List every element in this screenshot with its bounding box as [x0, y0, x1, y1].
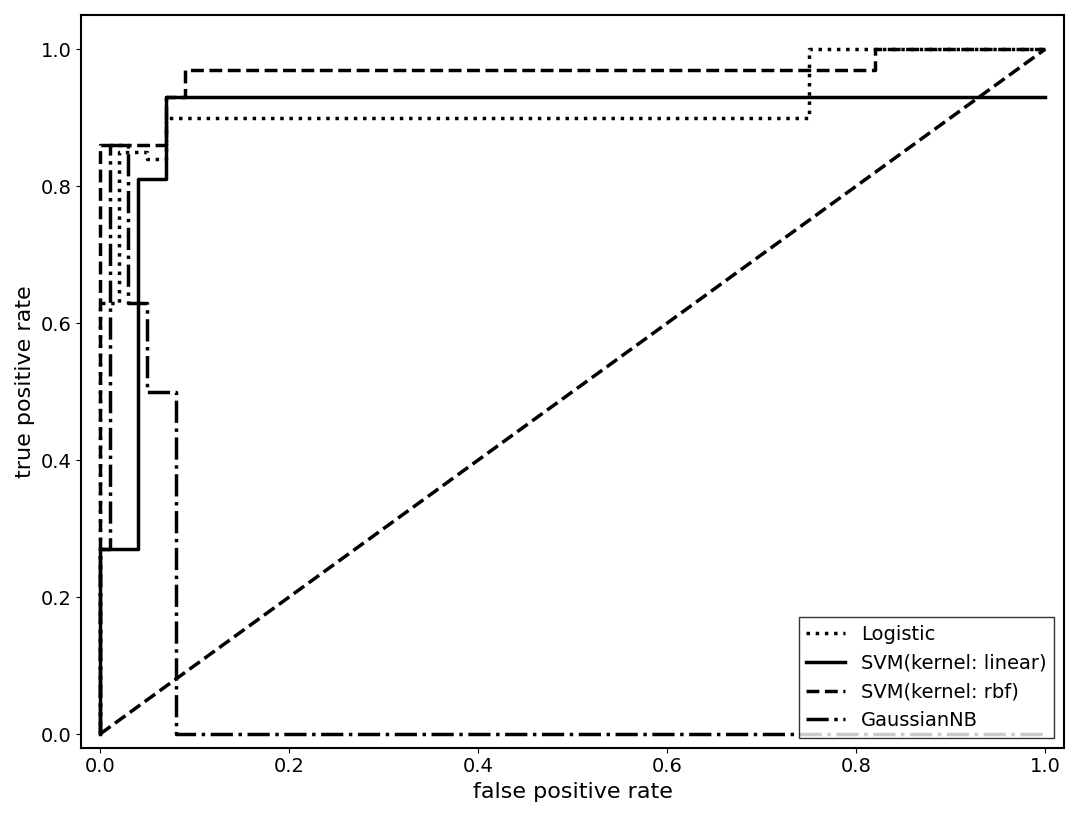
SVM(kernel: rbf): (0.75, 0.97): rbf): (0.75, 0.97) — [803, 65, 816, 74]
Logistic — [1039, 44, 1052, 54]
SVM(kernel: linear): (0.07, 0.93): linear): (0.07, 0.93) — [160, 92, 173, 102]
Logistic — [803, 113, 816, 123]
Logistic — [160, 113, 173, 123]
SVM(kernel: linear): (0, 0.27): linear): (0, 0.27) — [94, 544, 107, 554]
SVM(kernel: linear): (0.07, 0.81): linear): (0.07, 0.81) — [160, 175, 173, 185]
Logistic — [112, 147, 125, 157]
Line: GaussianNB: GaussianNB — [100, 145, 1046, 734]
Logistic — [179, 113, 192, 123]
GaussianNB — [103, 544, 115, 554]
Line: SVM(kernel: linear): SVM(kernel: linear) — [100, 97, 1046, 734]
Logistic — [141, 147, 154, 157]
Logistic — [803, 44, 816, 54]
GaussianNB — [122, 297, 135, 307]
X-axis label: false positive rate: false positive rate — [473, 782, 672, 802]
Logistic — [179, 113, 192, 123]
Logistic — [94, 297, 107, 307]
GaussianNB — [169, 729, 182, 739]
Logistic — [94, 729, 107, 739]
SVM(kernel: linear): (0.04, 0.81): linear): (0.04, 0.81) — [132, 175, 145, 185]
SVM(kernel: rbf): (0.07, 0.86): rbf): (0.07, 0.86) — [160, 141, 173, 150]
GaussianNB — [122, 141, 135, 150]
Y-axis label: true positive rate: true positive rate — [15, 285, 35, 478]
SVM(kernel: rbf): (0.82, 1): rbf): (0.82, 1) — [869, 44, 882, 54]
SVM(kernel: rbf): (0.02, 0.86): rbf): (0.02, 0.86) — [112, 141, 125, 150]
Logistic — [217, 113, 230, 123]
SVM(kernel: linear): (0, 0): linear): (0, 0) — [94, 729, 107, 739]
GaussianNB — [169, 386, 182, 396]
Line: SVM(kernel: rbf): SVM(kernel: rbf) — [100, 49, 1046, 734]
SVM(kernel: linear): (1, 0.93): linear): (1, 0.93) — [1039, 92, 1052, 102]
GaussianNB — [94, 544, 107, 554]
SVM(kernel: rbf): (0.09, 0.93): rbf): (0.09, 0.93) — [179, 92, 192, 102]
GaussianNB — [94, 729, 107, 739]
GaussianNB — [103, 141, 115, 150]
Logistic — [160, 154, 173, 163]
Line: Logistic: Logistic — [100, 49, 1046, 734]
SVM(kernel: rbf): (0, 0): rbf): (0, 0) — [94, 729, 107, 739]
GaussianNB — [141, 386, 154, 396]
SVM(kernel: rbf): (0.02, 0.86): rbf): (0.02, 0.86) — [112, 141, 125, 150]
SVM(kernel: rbf): (1, 1): rbf): (1, 1) — [1039, 44, 1052, 54]
Logistic — [217, 113, 230, 123]
SVM(kernel: rbf): (0.09, 0.97): rbf): (0.09, 0.97) — [179, 65, 192, 74]
SVM(kernel: rbf): (0.82, 0.97): rbf): (0.82, 0.97) — [869, 65, 882, 74]
Logistic — [141, 154, 154, 163]
Logistic — [112, 297, 125, 307]
GaussianNB — [1039, 729, 1052, 739]
SVM(kernel: rbf): (0.07, 0.93): rbf): (0.07, 0.93) — [160, 92, 173, 102]
SVM(kernel: rbf): (0, 0.86): rbf): (0, 0.86) — [94, 141, 107, 150]
GaussianNB — [141, 297, 154, 307]
Legend: Logistic, SVM(kernel: linear), SVM(kernel: rbf), GaussianNB: Logistic, SVM(kernel: linear), SVM(kerne… — [798, 618, 1054, 738]
SVM(kernel: rbf): (0.75, 0.97): rbf): (0.75, 0.97) — [803, 65, 816, 74]
SVM(kernel: linear): (0.04, 0.27): linear): (0.04, 0.27) — [132, 544, 145, 554]
